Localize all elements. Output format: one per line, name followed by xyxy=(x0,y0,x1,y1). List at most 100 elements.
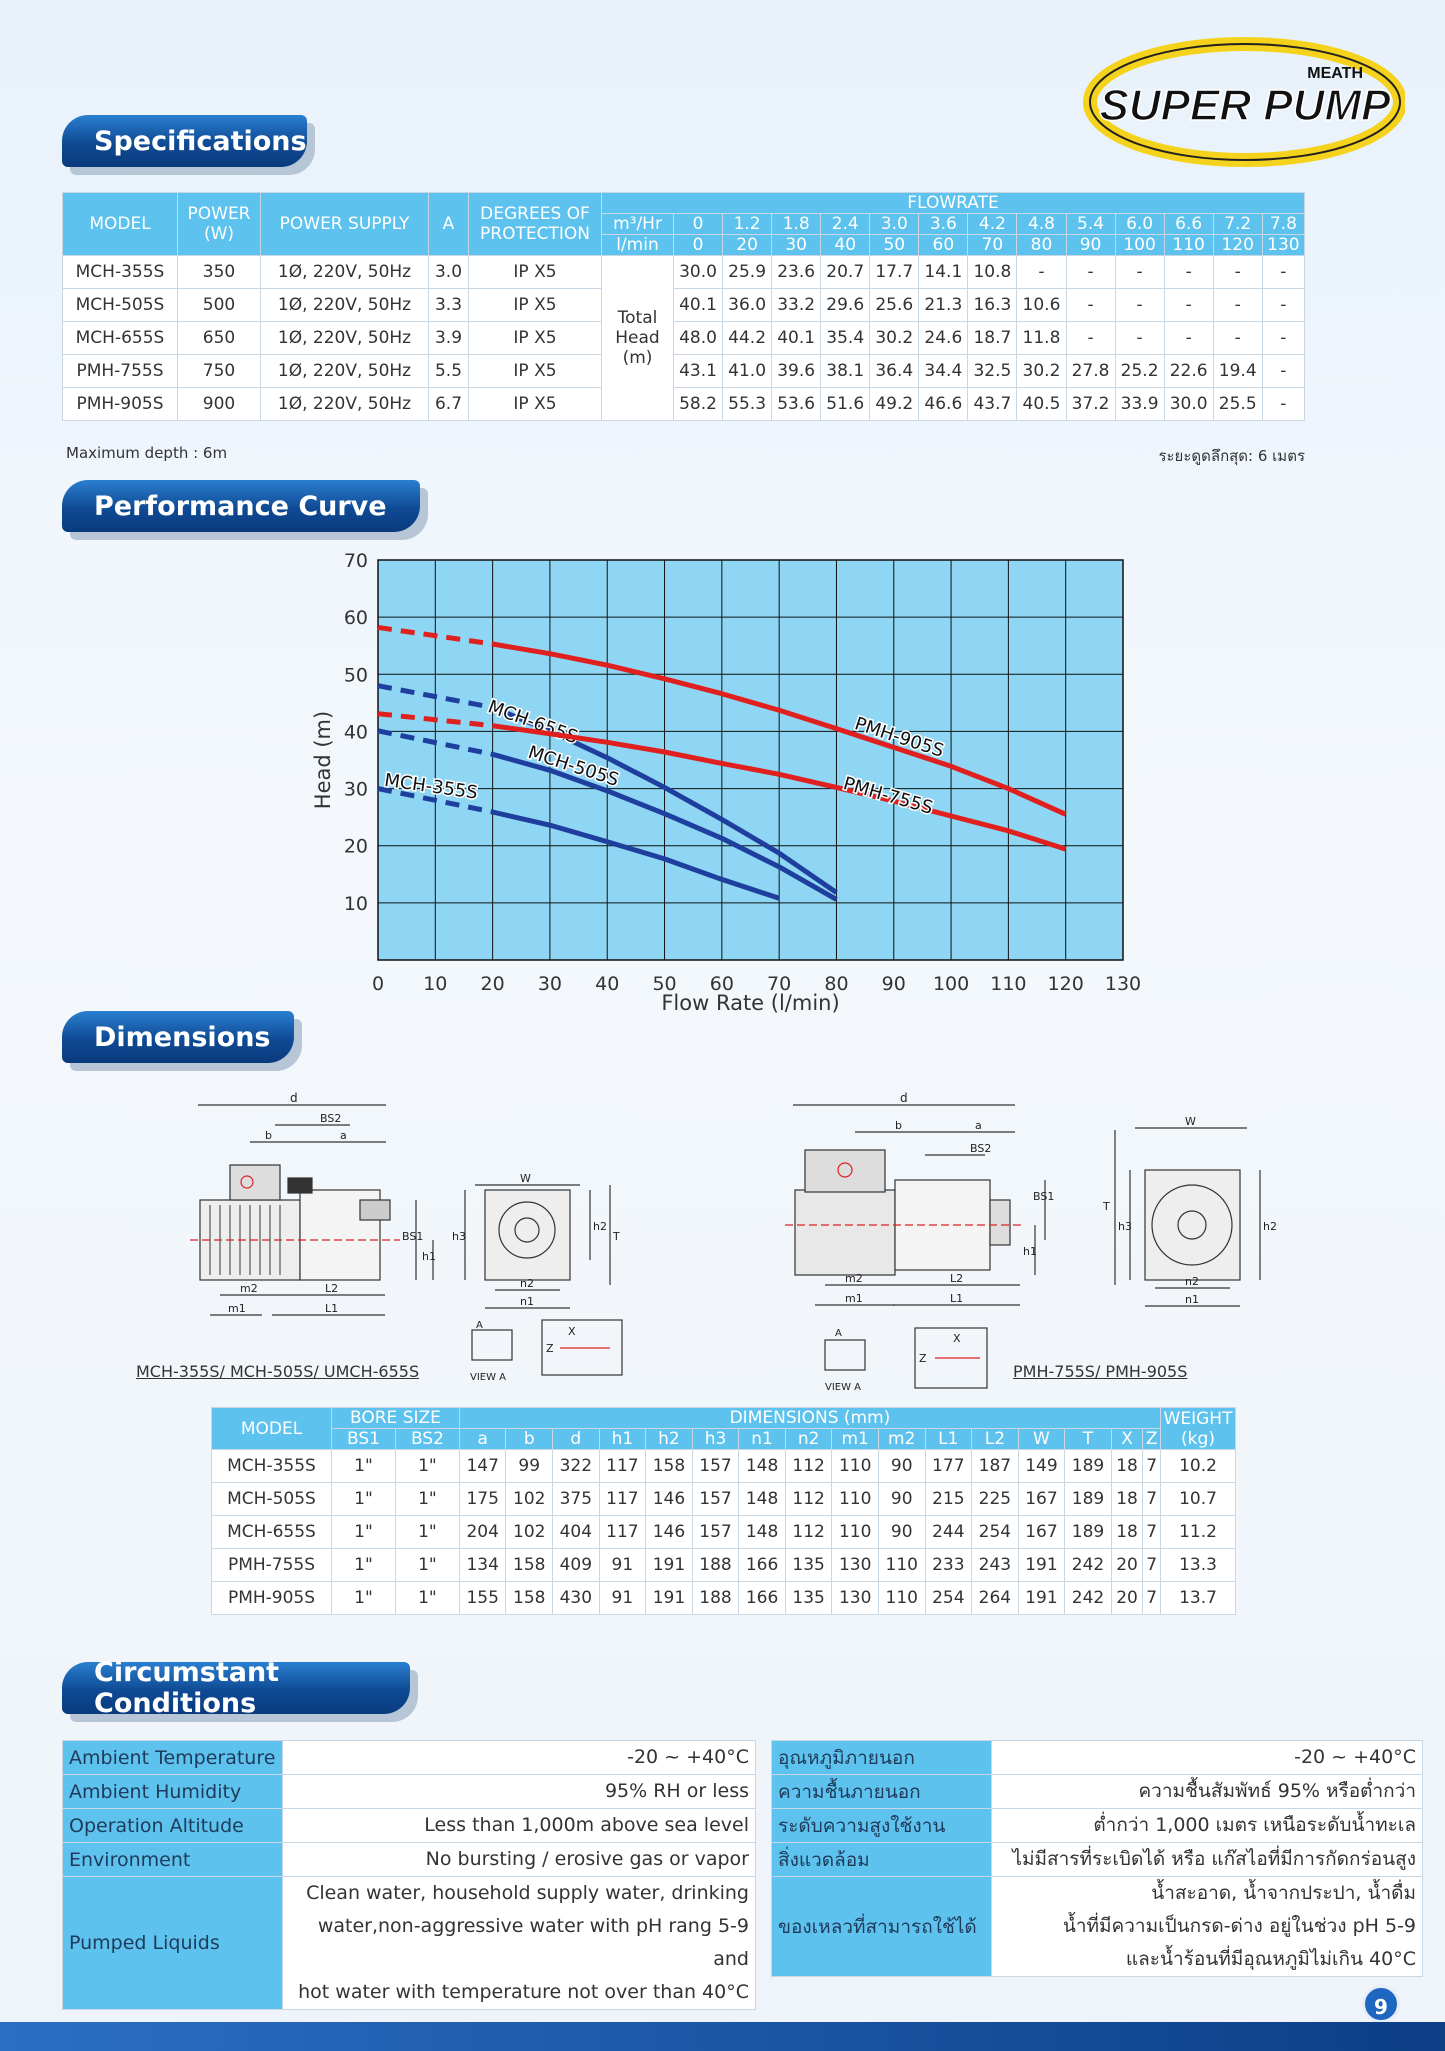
svg-text:BS2: BS2 xyxy=(320,1112,341,1125)
spec-head-value: 25.6 xyxy=(869,288,920,322)
svg-text:n1: n1 xyxy=(520,1295,534,1308)
spec-flow-lmin: 60 xyxy=(918,234,969,256)
caption-mch-models: MCH-355S/ MCH-505S/ UMCH-655S xyxy=(136,1362,420,1381)
conditions-table-english: Ambient Temperature -20 ~ +40°C Ambient Hu… xyxy=(62,1740,756,2010)
series-line-dashed xyxy=(377,711,493,729)
dim-value: 135 xyxy=(784,1581,833,1615)
spec-power: 350 xyxy=(177,255,261,289)
dim-value: 166 xyxy=(738,1548,786,1582)
dim-value: 99 xyxy=(505,1449,554,1483)
spec-head-value: 33.9 xyxy=(1114,387,1165,421)
spec-flow-m3hr: 0 xyxy=(672,213,724,235)
dim-col-header: L2 xyxy=(971,1428,1019,1450)
dim-value: 1" xyxy=(331,1581,396,1615)
cond-th-row: อุณหภูมิภายนอก -20 ~ +40°C xyxy=(771,1740,1423,1775)
pump-drawing-pmh: d b a BS2 m2 m1 L2 L1 BS1 h1 W T h3 h2 n… xyxy=(785,1091,1277,1393)
dim-value: 167 xyxy=(1017,1482,1066,1516)
spec-head-value: 46.6 xyxy=(918,387,969,421)
spec-head-value: 30.2 xyxy=(869,321,920,355)
dim-value: 254 xyxy=(924,1581,973,1615)
dim-value: 404 xyxy=(552,1515,600,1549)
dim-value: 146 xyxy=(645,1482,693,1516)
cond-en-label: Operation Altitude xyxy=(62,1808,283,1843)
conditions-table-thai: อุณหภูมิภายนอก -20 ~ +40°C ความชื้นภายนอกค… xyxy=(771,1740,1423,1977)
spec-header-supply: POWER SUPPLY xyxy=(260,192,429,256)
spec-supply: 1Ø, 220V, 50Hz xyxy=(260,288,429,322)
x-tick-label: 90 xyxy=(882,973,906,995)
dim-value: 91 xyxy=(598,1581,647,1615)
y-tick-label: 10 xyxy=(344,893,368,915)
cond-th-value: ต่ำกว่า 1,000 เมตร เหนือระดับน้ำทะเล xyxy=(991,1808,1423,1843)
dim-col-header: h2 xyxy=(645,1428,693,1450)
series-line xyxy=(492,723,1067,852)
svg-text:h3: h3 xyxy=(452,1230,466,1243)
dim-value: 233 xyxy=(924,1548,973,1582)
dim-value: 189 xyxy=(1064,1449,1112,1483)
spec-head-value: 14.1 xyxy=(918,255,969,289)
spec-head-value: 40.5 xyxy=(1016,387,1067,421)
spec-row: MCH-655S 650 1Ø, 220V, 50Hz 3.9 IP X5 48.0 44.… xyxy=(62,321,1306,355)
svg-text:Z: Z xyxy=(919,1352,927,1365)
series-line xyxy=(492,809,780,901)
cond-th-label: ของเหลวที่สามารถใช้ได้ xyxy=(771,1876,992,1977)
dim-model: PMH-905S xyxy=(211,1581,332,1615)
svg-text:n2: n2 xyxy=(520,1277,534,1290)
cond-th-row: ระดับความสูงใช้งาน ต่ำกว่า 1,000 เมตร เหน… xyxy=(771,1808,1423,1843)
dim-col-header: W xyxy=(1017,1428,1066,1450)
svg-text:m2: m2 xyxy=(845,1272,863,1285)
x-tick-label: 40 xyxy=(595,973,619,995)
dim-value: 20 xyxy=(1110,1548,1144,1582)
dim-value: 188 xyxy=(691,1581,740,1615)
max-depth-note: Maximum depth : 6m xyxy=(66,444,228,462)
spec-head-value: 41.0 xyxy=(722,354,773,388)
dim-value: 177 xyxy=(924,1449,973,1483)
spec-flow-lmin: 20 xyxy=(722,234,773,256)
section-title-specifications: Specifications xyxy=(62,115,307,167)
dim-value: 430 xyxy=(552,1581,600,1615)
spec-head-value: 10.6 xyxy=(1016,288,1067,322)
spec-head-value: 51.6 xyxy=(820,387,871,421)
svg-text:n1: n1 xyxy=(1185,1293,1199,1306)
spec-model: MCH-505S xyxy=(62,288,178,322)
dim-col-header: b xyxy=(505,1428,554,1450)
svg-text:h2: h2 xyxy=(593,1220,607,1233)
spec-head-value: - xyxy=(1212,321,1263,355)
spec-head-value: - xyxy=(1212,255,1263,289)
svg-text:h2: h2 xyxy=(1263,1220,1277,1233)
dim-value: 110 xyxy=(877,1548,926,1582)
dim-col-header: a xyxy=(458,1428,507,1450)
dim-value: 102 xyxy=(505,1515,554,1549)
spec-head-value: 17.7 xyxy=(869,255,920,289)
spec-head-value: 21.3 xyxy=(918,288,969,322)
spec-amp: 3.3 xyxy=(428,288,469,322)
spec-head-value: 35.4 xyxy=(820,321,871,355)
dim-value: 189 xyxy=(1064,1515,1112,1549)
spec-head-value: 27.8 xyxy=(1065,354,1116,388)
dim-col-header: X xyxy=(1110,1428,1144,1450)
dim-col-header: n1 xyxy=(738,1428,786,1450)
spec-row: MCH-355S 350 1Ø, 220V, 50Hz 3.0 IP X5 Total H… xyxy=(62,255,1306,421)
dim-value: 175 xyxy=(458,1482,507,1516)
dim-value: 1" xyxy=(394,1449,460,1483)
dim-header-dimensions: DIMENSIONS (mm) xyxy=(458,1407,1162,1429)
dim-row: MCH-655S 1" 1" 204 102 404 117 146 157 148 112 110 9… xyxy=(211,1515,1236,1549)
dim-value: 1" xyxy=(331,1449,396,1483)
caption-pmh-models: PMH-755S/ PMH-905S xyxy=(1013,1362,1188,1381)
dim-row: MCH-355S 1" 1" 147 99 322 117 158 157 148 112 110 90… xyxy=(211,1449,1236,1483)
dim-value: 112 xyxy=(784,1449,833,1483)
spec-head-value: 30.2 xyxy=(1016,354,1067,388)
cond-th-label: สิ่งแวดล้อม xyxy=(771,1842,992,1877)
svg-text:X: X xyxy=(953,1332,961,1345)
spec-head-value: 44.2 xyxy=(722,321,773,355)
dim-value: 117 xyxy=(598,1482,647,1516)
spec-flow-m3hr: 4.2 xyxy=(967,213,1018,235)
dim-model: MCH-655S xyxy=(211,1515,332,1549)
spec-head-value: 23.6 xyxy=(771,255,822,289)
dim-weight: 13.3 xyxy=(1160,1548,1236,1582)
spec-head-value: 49.2 xyxy=(869,387,920,421)
dim-col-header: Z xyxy=(1142,1428,1161,1450)
cond-th-row: ความชื้นภายนอก ความชื้นสัมพัทธ์ 95% หรือต… xyxy=(771,1774,1423,1809)
dim-value: 112 xyxy=(784,1515,833,1549)
spec-model: PMH-755S xyxy=(62,354,178,388)
cond-en-value-line: hot water with temperature not over than… xyxy=(298,1981,749,2003)
